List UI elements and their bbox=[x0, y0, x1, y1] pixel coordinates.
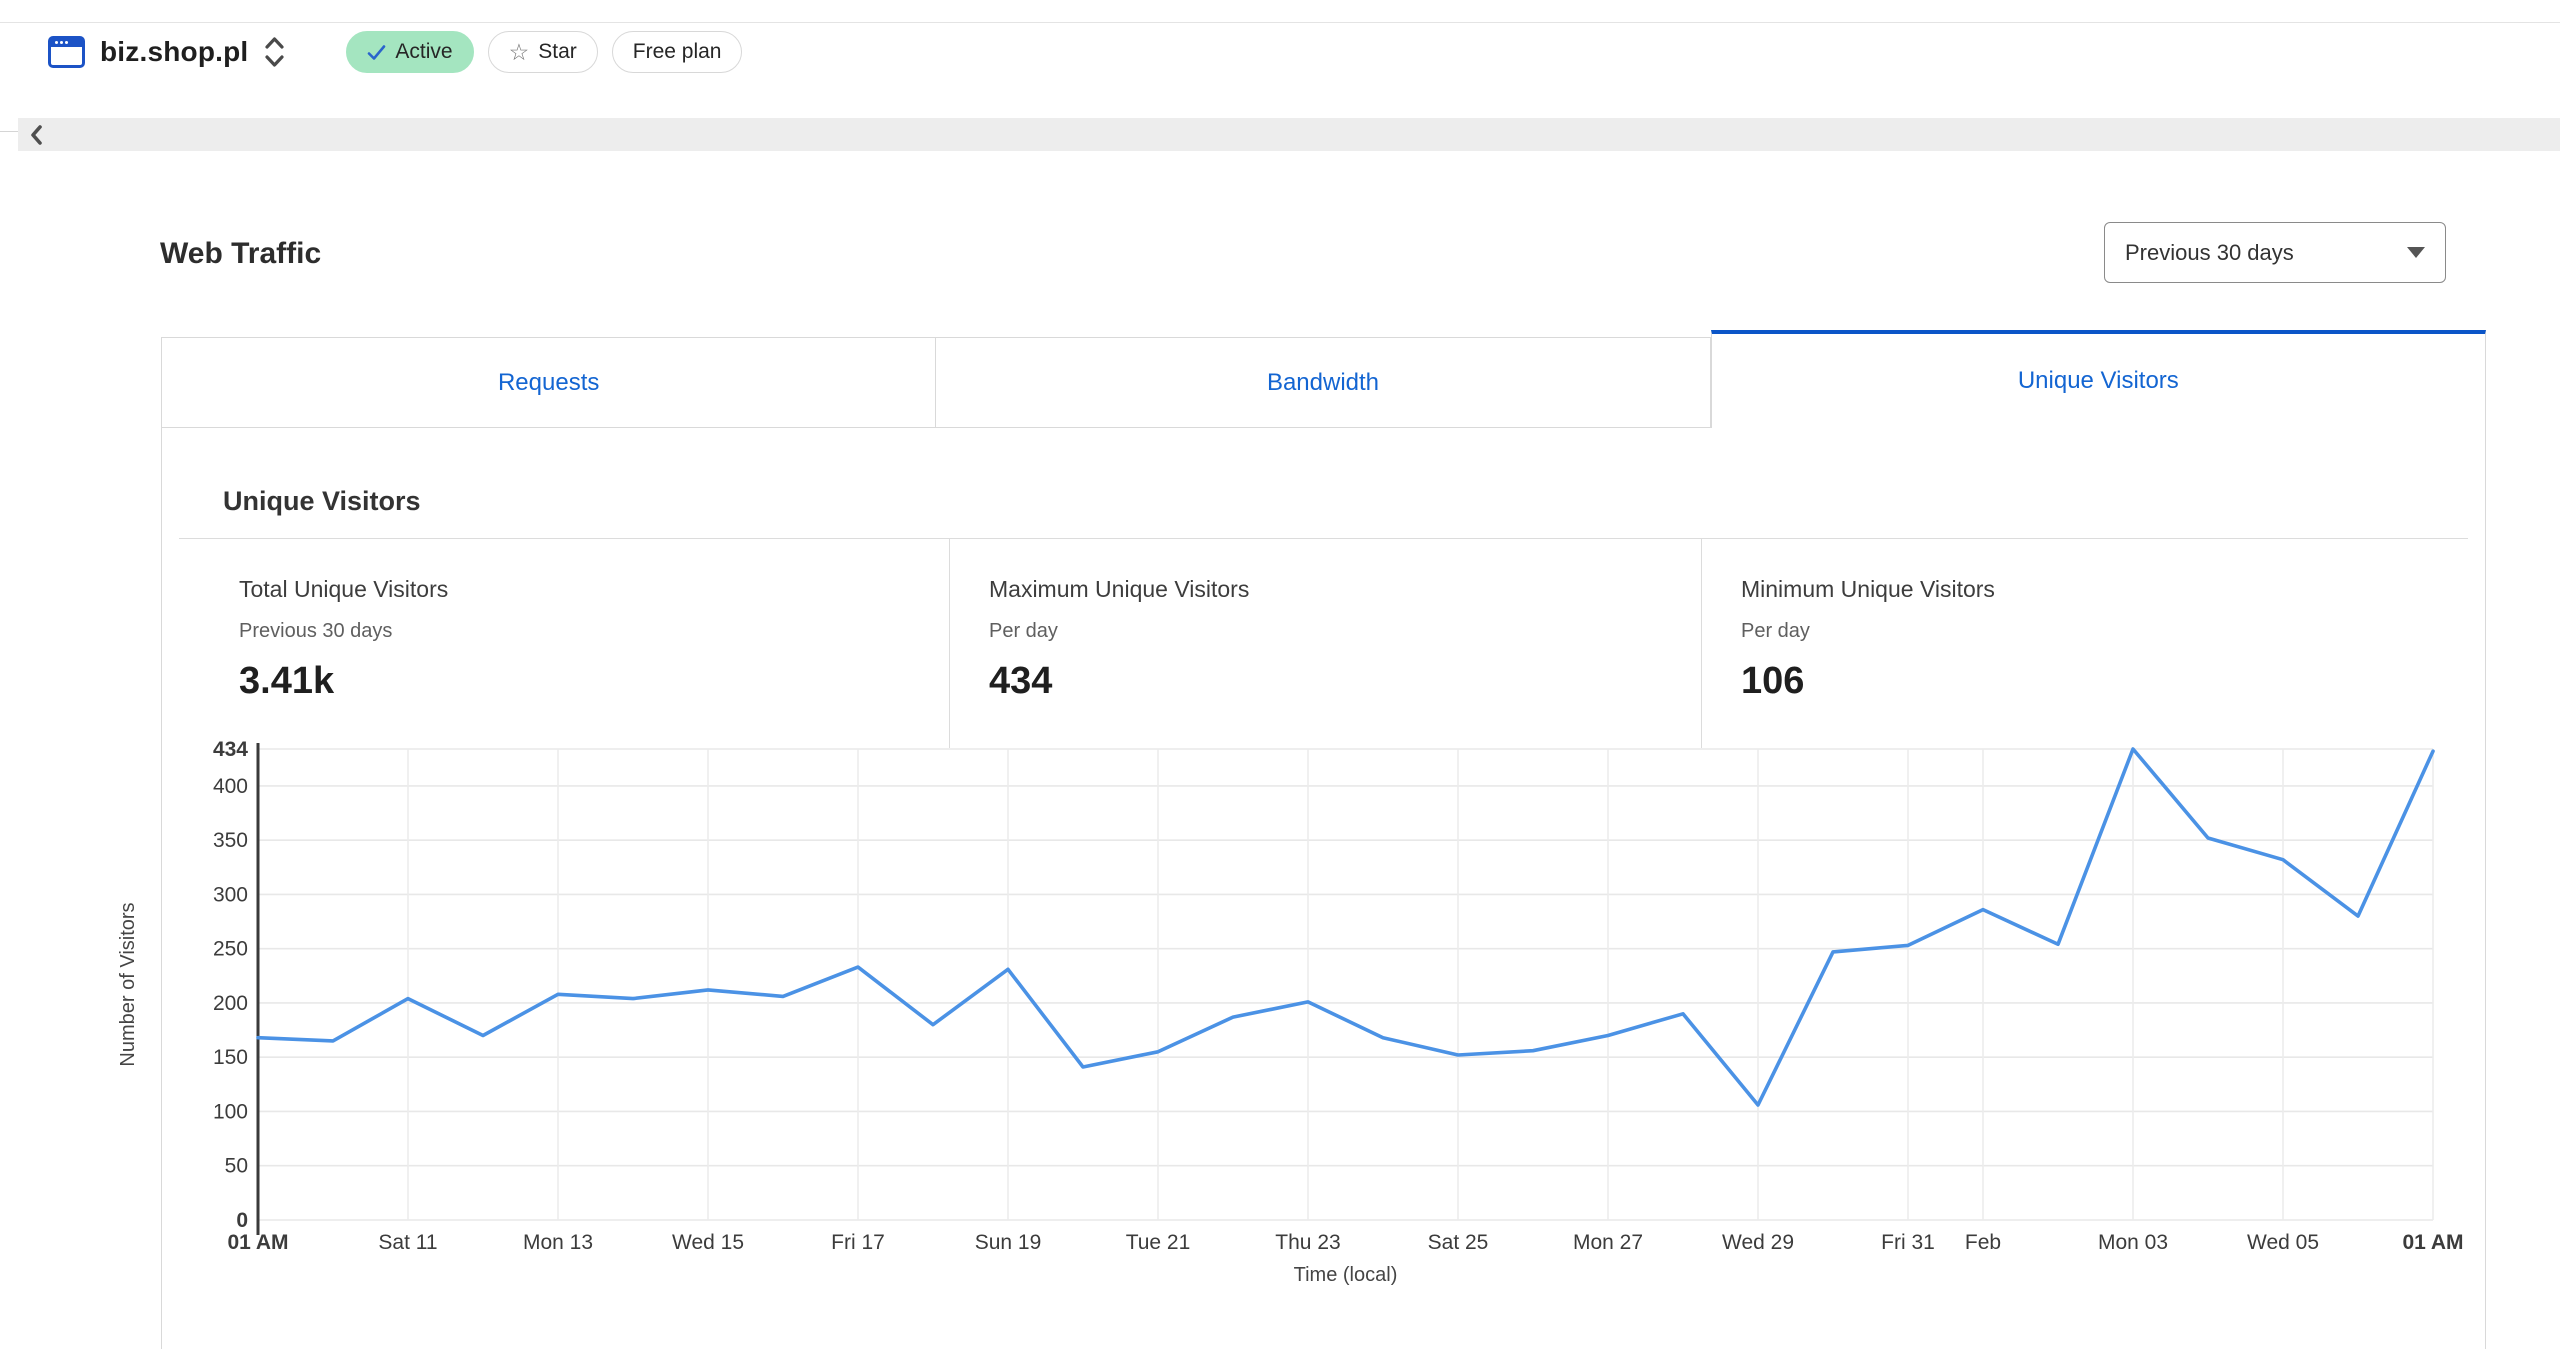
plan-badge: Free plan bbox=[611, 31, 743, 73]
top-divider bbox=[0, 22, 2560, 23]
panel-title: Unique Visitors bbox=[223, 486, 421, 516]
collapse-panel-bar[interactable] bbox=[18, 118, 2560, 151]
unique-visitors-chart-plot[interactable] bbox=[258, 749, 2433, 1220]
panel-divider bbox=[179, 538, 2468, 539]
stat-total-unique-visitors: Total Unique Visitors Previous 30 days 3… bbox=[239, 576, 939, 703]
tab-unique-visitors[interactable]: Unique Visitors bbox=[1710, 330, 2486, 428]
stat-divider bbox=[1701, 538, 1702, 748]
stat-period: Per day bbox=[1741, 620, 1810, 642]
back-chevron-icon[interactable] bbox=[27, 122, 47, 148]
website-icon bbox=[48, 36, 85, 68]
status-badge-label: Active bbox=[395, 40, 453, 63]
caret-down-icon bbox=[2407, 247, 2425, 258]
stat-label: Minimum Unique Visitors bbox=[1741, 576, 1995, 602]
stat-maximum-unique-visitors: Maximum Unique Visitors Per day 434 bbox=[989, 576, 1689, 703]
traffic-tabs: Requests Bandwidth Unique Visitors bbox=[161, 330, 2486, 428]
sort-chevrons-icon[interactable] bbox=[261, 34, 288, 70]
star-icon: ☆ bbox=[508, 38, 530, 65]
site-name: biz.shop.pl bbox=[100, 36, 249, 67]
stat-label: Maximum Unique Visitors bbox=[989, 576, 1250, 602]
star-button[interactable]: ☆ Star bbox=[487, 31, 598, 73]
sidebar-edge-line bbox=[0, 131, 18, 132]
time-range-select[interactable]: Previous 30 days bbox=[2104, 222, 2446, 283]
check-icon bbox=[368, 44, 386, 60]
stat-value: 106 bbox=[1741, 660, 1805, 702]
page-title: Web Traffic bbox=[160, 237, 322, 270]
svg-text:Number of Visitors: Number of Visitors bbox=[117, 902, 139, 1066]
star-button-label: Star bbox=[538, 40, 577, 63]
stat-divider bbox=[949, 538, 950, 748]
site-header: biz.shop.pl Active ☆ Star Free plan bbox=[48, 30, 743, 74]
stat-minimum-unique-visitors: Minimum Unique Visitors Per day 106 bbox=[1741, 576, 2441, 703]
status-badge: Active bbox=[346, 31, 474, 73]
stat-period: Per day bbox=[989, 620, 1058, 642]
stat-value: 434 bbox=[989, 660, 1053, 702]
stat-period: Previous 30 days bbox=[239, 620, 393, 642]
stat-value: 3.41k bbox=[239, 660, 335, 702]
stat-label: Total Unique Visitors bbox=[239, 576, 449, 602]
time-range-value: Previous 30 days bbox=[2125, 239, 2294, 265]
tab-requests[interactable]: Requests bbox=[161, 337, 937, 428]
tab-bandwidth[interactable]: Bandwidth bbox=[936, 337, 1711, 428]
